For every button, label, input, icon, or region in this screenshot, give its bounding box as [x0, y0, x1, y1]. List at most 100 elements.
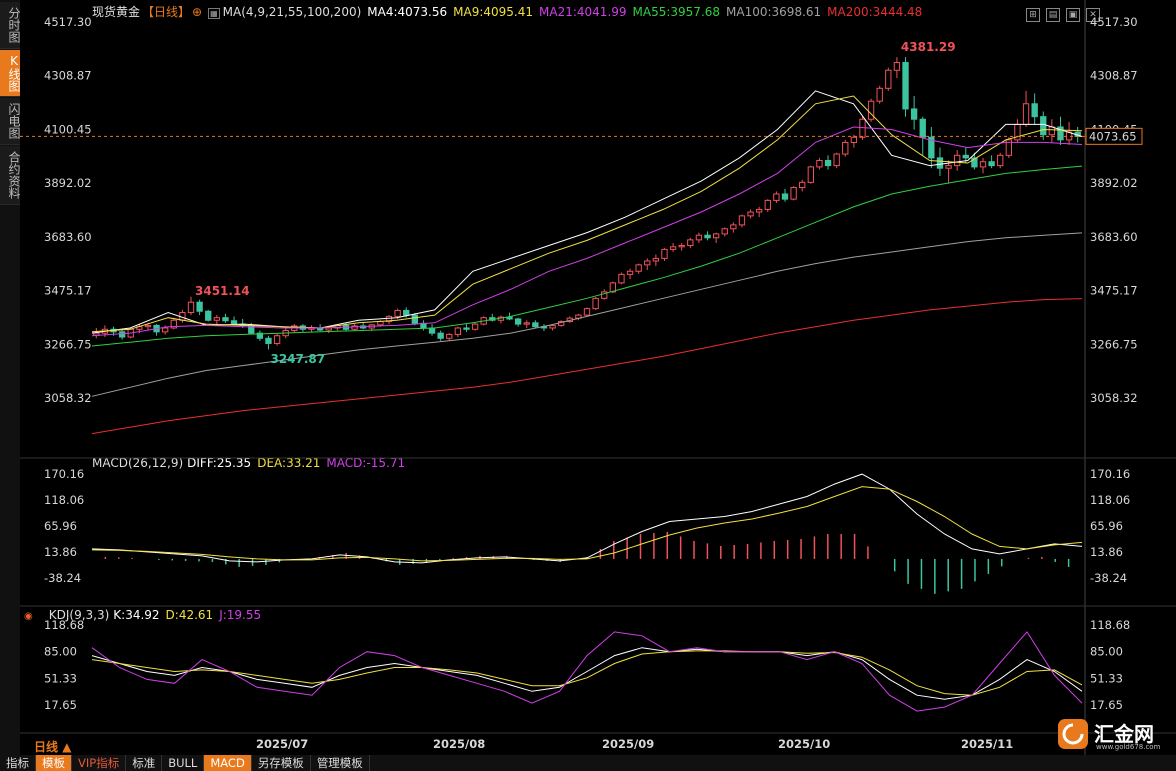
ma-line-ma55 — [91, 165, 1083, 347]
candle — [256, 330, 264, 341]
candle — [420, 320, 427, 331]
annotation-high: 4381.29 — [901, 40, 956, 54]
ma-line-ma4 — [91, 90, 1083, 334]
bottom-tab-3[interactable]: 标准 — [126, 755, 163, 771]
candle — [428, 324, 436, 336]
candle — [558, 320, 565, 327]
candle — [833, 152, 840, 169]
macd-diff: DIFF:25.35 — [187, 456, 252, 470]
candle — [273, 333, 281, 346]
ma-line-ma9 — [91, 95, 1083, 333]
candle — [867, 98, 875, 122]
candle — [928, 126, 935, 169]
macd-tick-left: 170.16 — [44, 467, 84, 481]
bottom-tab-4[interactable]: BULL — [162, 755, 205, 771]
macd-legend: MACD(26,12,9) DIFF:25.35 DEA:33.21 MACD:-15… — [92, 456, 411, 470]
macd-tick-right: 118.06 — [1090, 493, 1130, 507]
bottom-tab-2[interactable]: VIP指标 — [72, 755, 127, 771]
side-tab-3[interactable]: 合约资料 — [0, 146, 21, 205]
period-label: 日线 — [34, 740, 59, 754]
candle — [885, 67, 892, 91]
grid-icon[interactable]: ⊞ — [1026, 8, 1040, 22]
layout-icon[interactable]: ▤ — [1046, 8, 1060, 22]
settings-icon[interactable]: ◉ — [24, 611, 33, 622]
macd-tick-right: -38.24 — [1090, 571, 1127, 585]
logo: 汇金网 www.gold678.com — [1058, 717, 1176, 753]
macd-tick-left: 118.06 — [44, 493, 84, 507]
bottom-tab-0[interactable]: 指标 — [0, 755, 36, 771]
candle — [1048, 119, 1056, 143]
kdj-j-line — [91, 631, 1083, 712]
candle — [153, 324, 160, 336]
candle — [730, 222, 737, 233]
expand-icon[interactable]: ▣ — [1066, 8, 1080, 22]
bottom-tab-7[interactable]: 管理模板 — [311, 755, 370, 771]
candle — [971, 152, 978, 170]
candle — [196, 299, 203, 316]
candle — [893, 57, 901, 79]
kdj-d-line — [91, 650, 1083, 696]
ma-line-ma200 — [91, 298, 1083, 435]
ma55-label: MA55:3957.68 — [632, 5, 721, 19]
candle — [876, 85, 883, 104]
candle — [222, 313, 229, 323]
candle — [540, 324, 548, 332]
candle — [910, 96, 918, 130]
price-tick-right: 3892.02 — [1090, 176, 1138, 190]
kdj-tick-right: 118.68 — [1090, 618, 1130, 632]
candle — [747, 209, 754, 219]
candle — [816, 157, 823, 170]
period-selector[interactable]: 日线 ▲ — [34, 738, 71, 755]
candle — [1022, 90, 1030, 127]
candle — [756, 206, 763, 218]
add-icon[interactable]: ⊕ — [192, 5, 203, 19]
candle — [850, 134, 858, 148]
macd-tick-left: -38.24 — [44, 571, 81, 585]
instrument-name: 现货黄金 — [92, 5, 141, 19]
candle — [824, 155, 832, 170]
ma21-label: MA21:4041.99 — [539, 5, 627, 19]
kdj-title: KDJ(9,3,3) — [48, 608, 110, 622]
price-tick-right: 3058.32 — [1090, 391, 1138, 405]
bottom-tab-1[interactable]: 模板 — [36, 755, 72, 771]
candle — [807, 165, 814, 184]
candle — [601, 289, 608, 300]
side-tab-0[interactable]: 分时图 — [0, 2, 21, 49]
candle — [514, 317, 522, 327]
ma100-label: MA100:3698.61 — [726, 5, 822, 19]
candle — [1031, 93, 1038, 125]
ma-line-ma100 — [91, 232, 1083, 397]
candle — [385, 315, 393, 325]
bottom-tab-6[interactable]: 另存模板 — [252, 755, 311, 771]
candle — [351, 324, 358, 332]
price-tick-right: 3266.75 — [1090, 337, 1138, 351]
main-legend: 现货黄金 【日线】 ⊕ ▦ MA(4,9,21,55,100,200) MA4:4073.… — [92, 3, 928, 20]
ma200-label: MA200:3444.48 — [827, 5, 923, 19]
candle — [1040, 111, 1047, 140]
chart-canvas[interactable]: 4517.304517.304308.874308.874100.454100.… — [20, 0, 1176, 755]
side-tab-2[interactable]: 闪电图 — [0, 98, 21, 145]
side-tab-1[interactable]: K线图 — [0, 50, 21, 97]
close-icon[interactable]: ✕ — [1086, 8, 1100, 22]
candle — [936, 147, 944, 176]
kdj-tick-right: 51.33 — [1090, 671, 1123, 685]
candle — [738, 214, 746, 228]
kdj-tick-left: 118.68 — [44, 618, 84, 632]
macd-tick-left: 65.96 — [44, 519, 77, 533]
ma-title: MA(4,9,21,55,100,200) — [222, 5, 362, 19]
candle — [773, 191, 780, 203]
candle — [118, 330, 126, 340]
price-tick-right: 3475.17 — [1090, 284, 1138, 298]
macd-tick-left: 13.86 — [44, 545, 77, 559]
candle — [644, 258, 651, 270]
indicator-icon[interactable]: ▦ — [208, 8, 220, 19]
macd-tick-right: 170.16 — [1090, 467, 1130, 481]
candle — [583, 307, 591, 317]
candle — [764, 199, 771, 213]
price-tick-right: 4308.87 — [1090, 69, 1138, 83]
candle — [489, 313, 496, 322]
candle — [213, 315, 220, 325]
candle — [411, 313, 418, 326]
bottom-tab-5[interactable]: MACD — [204, 755, 252, 771]
